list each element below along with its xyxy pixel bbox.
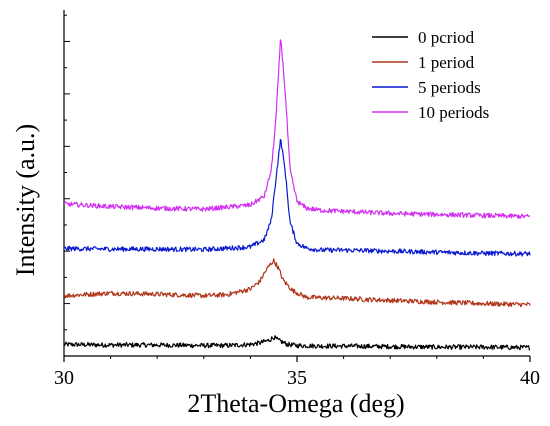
series-line-2 [63,138,531,257]
x-tick-label: 30 [54,367,74,389]
series-line-1 [63,258,531,308]
series-line-0 [63,335,531,351]
legend-label-2: 5 periods [418,78,481,97]
x-axis-title: 2Theta-Omega (deg) [187,389,404,418]
legend-label-3: 10 periods [418,103,489,122]
legend-label-0: 0 pcriod [418,28,475,47]
series-line-3 [63,39,531,220]
x-tick-label: 40 [520,367,540,389]
x-tick-label: 35 [287,367,307,389]
legend-label-1: 1 period [418,53,475,72]
y-axis-title: Intensity (a.u.) [11,124,40,276]
